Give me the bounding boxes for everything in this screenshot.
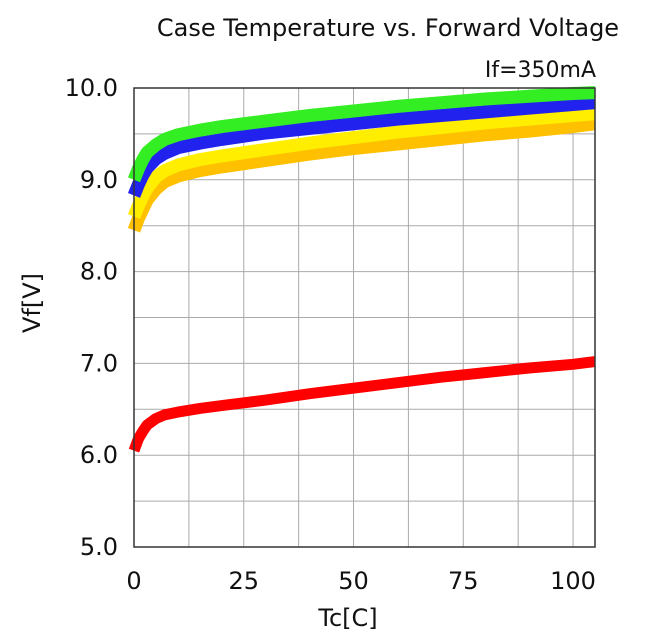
x-tick-labels: 0 25 50 75 100 (126, 567, 596, 595)
y-axis-label: Vf[V] (18, 273, 46, 333)
y-tick-label: 6.0 (80, 441, 118, 469)
chart-subtitle: If=350mA (485, 58, 596, 83)
y-tick-labels: 5.0 6.0 7.0 8.0 9.0 10.0 (65, 74, 118, 561)
x-tick-label: 100 (550, 567, 596, 595)
chart-title: Case Temperature vs. Forward Voltage (157, 14, 619, 42)
x-tick-label: 25 (228, 567, 259, 595)
y-tick-label: 7.0 (80, 349, 118, 377)
y-tick-label: 9.0 (80, 166, 118, 194)
y-tick-label: 8.0 (80, 258, 118, 286)
x-axis-label: Tc[C] (317, 604, 377, 632)
y-tick-label: 5.0 (80, 533, 118, 561)
y-tick-label: 10.0 (65, 74, 118, 102)
series-line-5 (134, 362, 595, 451)
x-tick-label: 0 (126, 567, 141, 595)
x-tick-label: 75 (448, 567, 479, 595)
x-tick-label: 50 (338, 567, 369, 595)
